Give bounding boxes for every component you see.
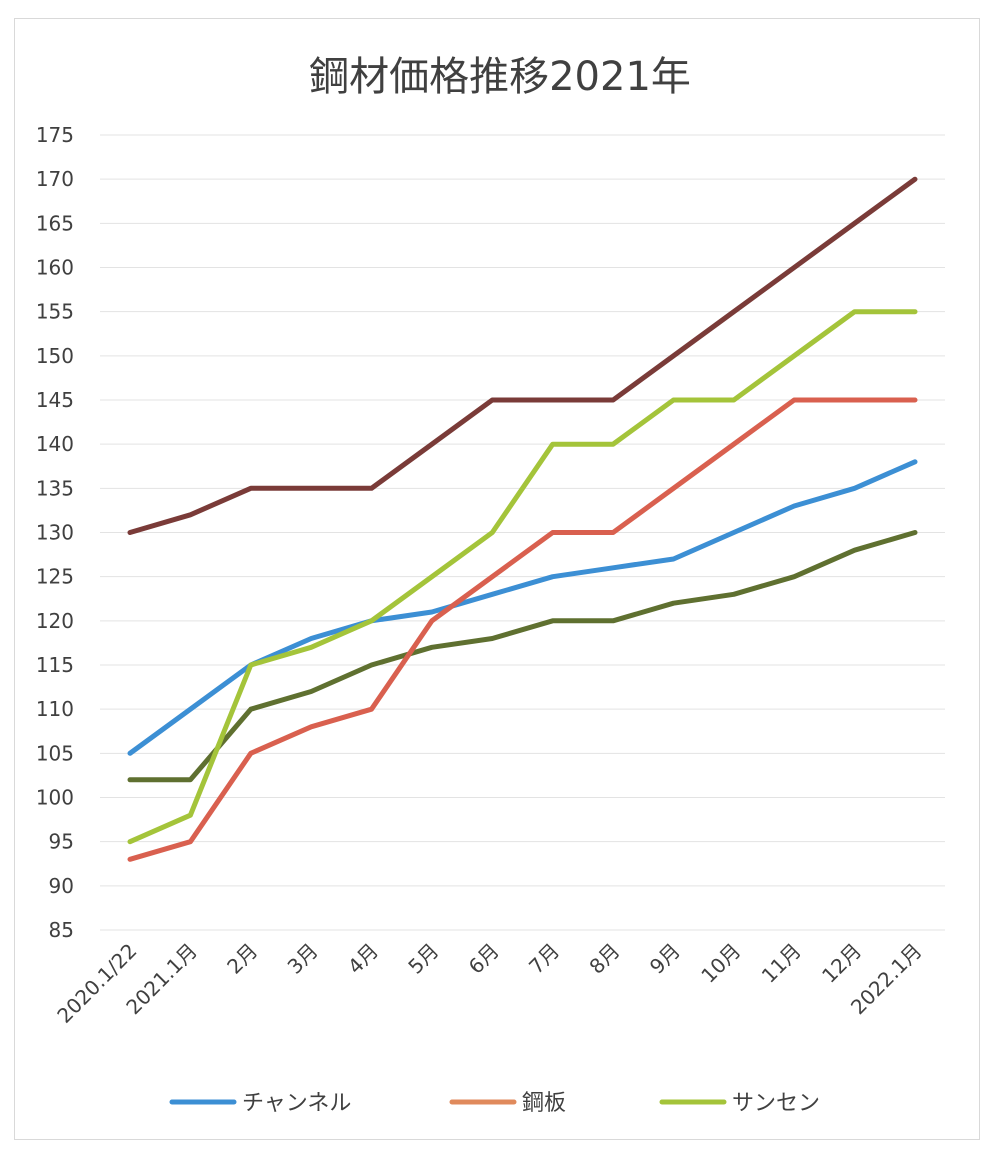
x-tick-label: 12月 <box>817 939 866 988</box>
y-tick-label: 175 <box>36 123 74 147</box>
legend-label: サンセン <box>732 1091 820 1116</box>
x-tick-label: 7月 <box>524 939 564 979</box>
x-tick-label: 11月 <box>757 939 806 988</box>
y-tick-label: 90 <box>49 874 74 898</box>
y-tick-label: 125 <box>36 565 74 589</box>
y-tick-label: 170 <box>36 167 74 191</box>
x-tick-label: 2020.1/22 <box>52 939 141 1028</box>
y-tick-label: 110 <box>36 697 74 721</box>
x-tick-label: 8月 <box>584 939 624 979</box>
chart-frame <box>14 18 980 1140</box>
y-tick-label: 115 <box>36 653 74 677</box>
y-tick-label: 100 <box>36 786 74 810</box>
y-tick-label: 165 <box>36 211 74 235</box>
y-tick-label: 130 <box>36 521 74 545</box>
x-tick-label: 9月 <box>645 939 685 979</box>
series-line-sansen <box>127 309 918 845</box>
y-tick-label: 105 <box>36 741 74 765</box>
legend-label: 鋼板 <box>522 1091 566 1116</box>
y-tick-label: 135 <box>36 476 74 500</box>
series-line-series5 <box>127 530 918 783</box>
series-line-series4 <box>127 176 918 535</box>
chart-title: 鋼材価格推移2021年 <box>309 54 691 100</box>
y-tick-label: 150 <box>36 344 74 368</box>
legend-label: チャンネル <box>242 1091 351 1116</box>
y-tick-label: 155 <box>36 300 74 324</box>
x-tick-label: 5月 <box>403 939 443 979</box>
series-line-plate <box>127 397 918 862</box>
y-tick-label: 95 <box>49 830 74 854</box>
y-tick-label: 120 <box>36 609 74 633</box>
y-axis-ticks: 85 90 95 100 105 110 115 120 125 130 135 140 145 150 1… <box>36 123 74 942</box>
y-tick-label: 140 <box>36 432 74 456</box>
x-tick-label: 3月 <box>283 939 323 979</box>
series-lines <box>127 176 918 862</box>
y-tick-label: 160 <box>36 256 74 280</box>
x-tick-label: 2月 <box>222 939 262 979</box>
legend: チャンネル 鋼板 サンセン <box>169 1091 820 1116</box>
grid-lines <box>100 134 945 931</box>
x-tick-label: 6月 <box>464 939 504 979</box>
x-tick-label: 4月 <box>343 939 383 979</box>
y-tick-label: 145 <box>36 388 74 412</box>
x-tick-label: 10月 <box>696 939 745 988</box>
y-tick-label: 85 <box>49 918 74 942</box>
